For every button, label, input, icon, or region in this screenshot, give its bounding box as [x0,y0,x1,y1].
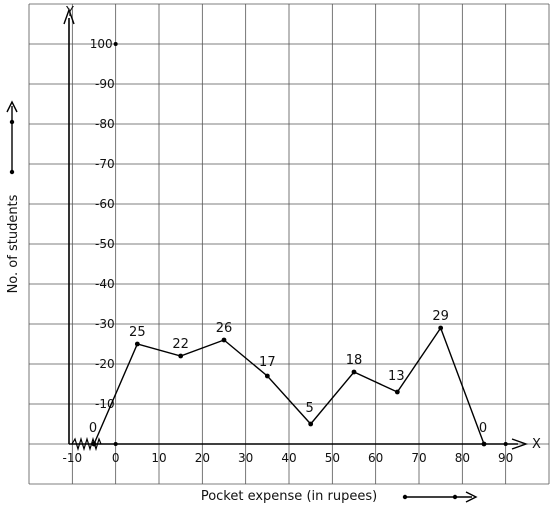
x-tick-label: 90 [498,451,513,465]
data-label: 0 [479,421,487,436]
x-tick-labels: -10 0 10 20 30 40 50 60 70 80 90 [63,442,513,465]
x-tick-label: -10 [63,451,83,465]
data-point [91,441,97,447]
y-scale-arrow-icon [6,100,18,175]
y-axis-name: Y [65,5,74,20]
x-axis-name: X [532,437,541,452]
frequency-polygon-line [93,326,485,445]
x-tick-label: 40 [281,451,296,465]
x-axis-arrow-icon [511,438,529,450]
y-tick-label: -60 [95,197,115,211]
data-point [221,337,227,343]
origin-dot [113,442,118,446]
y-tick-label: -50 [95,237,115,251]
data-point [134,341,140,347]
y-tick-label: -80 [95,117,115,131]
y-axis-arrow-icon [63,7,75,25]
data-label: 22 [172,337,189,352]
data-point [481,441,487,447]
data-label: 26 [216,321,233,336]
data-point [351,369,357,375]
y-tick-label: -30 [95,317,115,331]
x-scale-arrow-icon [402,491,478,503]
x-tick-label: 70 [411,451,426,465]
x-axis-title: Pocket expense (in rupees) [201,489,377,504]
y-tick-label: -90 [95,77,115,91]
y-tick-dot [113,42,118,46]
data-label: 29 [432,309,449,324]
y-tick-label: -70 [95,157,115,171]
series-line [91,325,487,447]
data-point [178,353,184,359]
x-tick-label: 60 [368,451,383,465]
x-tick-label: 10 [151,451,166,465]
data-point [438,325,444,331]
x-tick-label: 0 [112,451,120,465]
data-point [264,373,270,379]
data-label: 5 [306,401,314,416]
data-labels: 0 25 22 26 17 5 18 13 29 0 [89,309,487,436]
y-tick-label: -20 [95,357,115,371]
x-tick-label: 20 [195,451,210,465]
data-label: 13 [388,369,405,384]
axes: X Y [63,5,541,452]
y-axis-title: No. of students [6,194,21,293]
data-point [308,421,314,427]
y-tick-label: 100 [90,37,113,51]
x-tick-label: 50 [325,451,340,465]
data-label: 17 [259,355,276,370]
data-label: 25 [129,325,146,340]
x-tick-label: 80 [455,451,470,465]
x-tick-dot [503,442,508,446]
axis-break-zigzag-icon [71,436,102,452]
data-label: 0 [89,421,97,436]
data-label: 18 [346,353,363,368]
data-point [394,389,400,395]
y-tick-label: -40 [95,277,115,291]
grid-lines [28,3,550,485]
x-tick-label: 30 [238,451,253,465]
